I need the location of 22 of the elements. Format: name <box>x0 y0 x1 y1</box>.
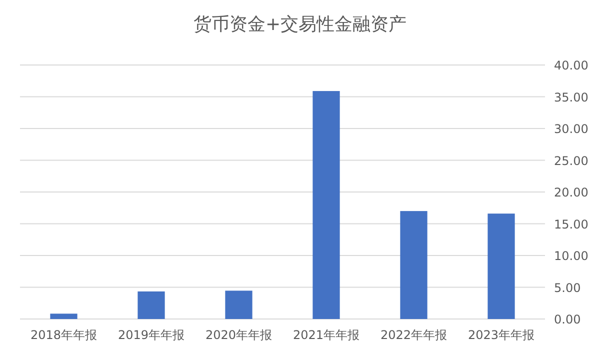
y-tick-label: 40.00 <box>554 58 588 72</box>
y-tick-label: 5.00 <box>554 280 581 295</box>
x-tick-label: 2018年年报 <box>30 328 98 342</box>
bar <box>225 290 252 319</box>
bar <box>50 314 78 319</box>
y-tick-label: 25.00 <box>554 154 588 168</box>
y-tick-label: 20.00 <box>554 186 588 200</box>
y-tick-label: 15.00 <box>554 217 588 232</box>
y-tick-label: 10.00 <box>554 249 588 263</box>
bar <box>312 91 340 319</box>
chart-title: 货币资金+交易性金融资产 <box>193 14 407 35</box>
x-tick-label: 2022年年报 <box>380 328 448 342</box>
bar <box>488 214 515 319</box>
y-tick-label: 30.00 <box>554 122 588 136</box>
x-tick-label: 2020年年报 <box>205 328 272 342</box>
bar <box>138 291 165 319</box>
y-tick-label: 0.00 <box>554 312 581 326</box>
bar <box>400 211 428 319</box>
y-tick-label: 35.00 <box>554 90 588 104</box>
x-tick-label: 2023年年报 <box>468 328 535 342</box>
x-tick-label: 2021年年报 <box>292 328 360 342</box>
x-tick-label: 2019年年报 <box>118 328 185 342</box>
